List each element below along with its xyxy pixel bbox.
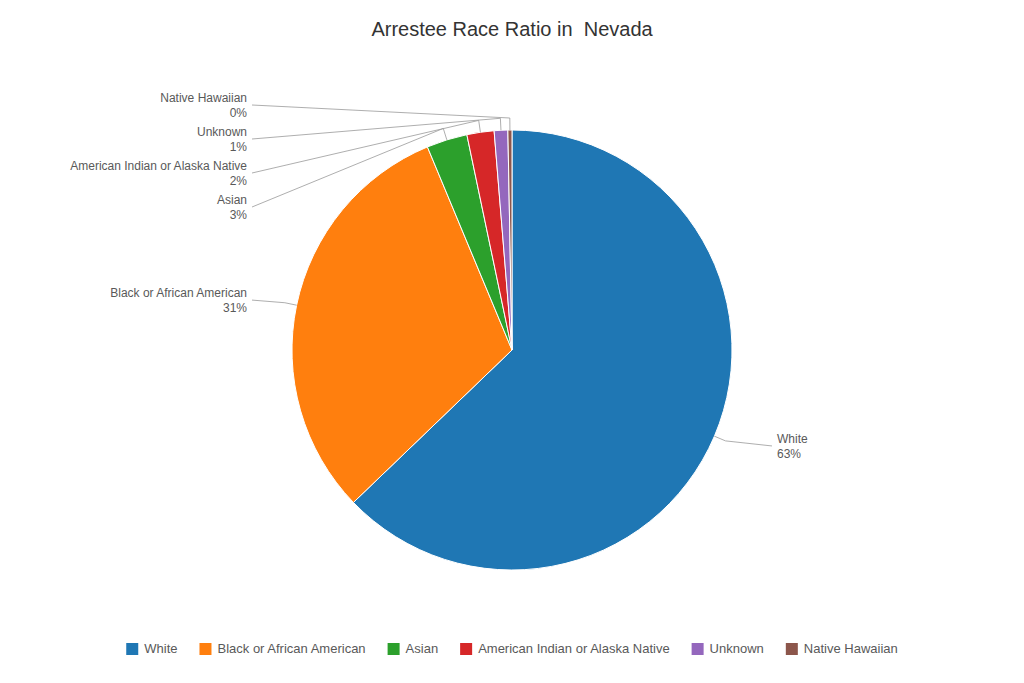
legend-label: Unknown xyxy=(710,641,764,656)
legend-label: Black or African American xyxy=(217,641,365,656)
leader-line xyxy=(714,436,772,446)
legend-swatch xyxy=(786,643,798,655)
legend-entry: White xyxy=(126,641,177,656)
slices xyxy=(292,130,732,570)
data-label: American Indian or Alaska Native2% xyxy=(70,159,247,188)
data-label: White63% xyxy=(777,432,808,461)
data-label-value: 0% xyxy=(230,106,248,120)
pie: White63% Black or African American31% Asia… xyxy=(70,91,808,570)
leader-line xyxy=(252,118,501,139)
legend-swatch xyxy=(692,643,704,655)
leader-line xyxy=(252,120,480,173)
pie-slice xyxy=(467,131,512,350)
chart-title: Arrestee Race Ratio in Nevada xyxy=(371,18,653,40)
data-label-name: Black or African American xyxy=(110,286,247,300)
data-label: Black or African American31% xyxy=(110,286,247,315)
data-label-name: American Indian or Alaska Native xyxy=(70,159,247,173)
legend-label: Native Hawaiian xyxy=(804,641,898,656)
legend-entry: American Indian or Alaska Native xyxy=(460,641,669,656)
legend-label: American Indian or Alaska Native xyxy=(478,641,669,656)
data-label: Asian3% xyxy=(217,193,247,222)
data-label-name: Asian xyxy=(217,193,247,207)
data-labels: White63% Black or African American31% Asia… xyxy=(70,91,808,461)
leader-line xyxy=(252,105,510,130)
legend-swatch xyxy=(199,643,211,655)
data-label-value: 3% xyxy=(230,208,248,222)
legend-label: Asian xyxy=(406,641,439,656)
data-label: Native Hawaiian0% xyxy=(160,91,247,120)
legend-entry: Unknown xyxy=(692,641,764,656)
data-label-name: Unknown xyxy=(197,125,247,139)
leader-line xyxy=(252,300,297,305)
data-label-name: White xyxy=(777,432,808,446)
data-label-value: 31% xyxy=(223,301,247,315)
chart-container: Arrestee Race Ratio in NevadaWhite63%Bla… xyxy=(0,0,1024,683)
legend-entry: Black or African American xyxy=(199,641,365,656)
pie-slice xyxy=(494,130,512,350)
legend-label: White xyxy=(144,641,177,656)
data-label: Unknown1% xyxy=(197,125,247,154)
legend-swatch xyxy=(388,643,400,655)
data-label-value: 63% xyxy=(777,447,801,461)
chart-svg: Arrestee Race Ratio in NevadaWhite63%Bla… xyxy=(0,0,1024,683)
pie-slice xyxy=(508,130,512,350)
legend-swatch xyxy=(126,643,138,655)
data-label-name: Native Hawaiian xyxy=(160,91,247,105)
leader-line xyxy=(252,128,447,207)
legend-entry: Native Hawaiian xyxy=(786,641,898,656)
data-label-value: 1% xyxy=(230,140,248,154)
legend: White Black or African American Asian Ameri… xyxy=(126,641,898,656)
legend-swatch xyxy=(460,643,472,655)
legend-entry: Asian xyxy=(388,641,439,656)
data-label-value: 2% xyxy=(230,174,248,188)
